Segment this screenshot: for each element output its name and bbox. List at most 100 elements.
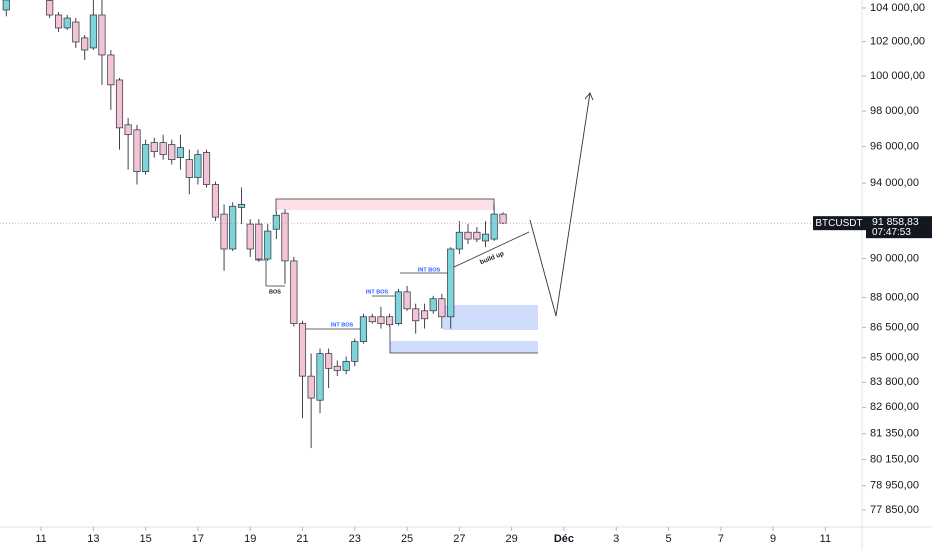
candle-body [55, 14, 63, 29]
annotation: INT BOS [331, 322, 354, 328]
symbol-label: BTCUSDT [815, 218, 862, 229]
candle-body [368, 316, 376, 323]
y-tick-label: 81 350,00 [870, 428, 919, 440]
candle-body [272, 214, 280, 230]
candle-body [238, 204, 246, 208]
bos-line [255, 259, 285, 287]
candle-body [176, 147, 184, 158]
candle-body [386, 316, 394, 326]
candle-body [499, 213, 507, 224]
x-tick-label: 3 [613, 533, 619, 545]
candle-body [438, 298, 446, 318]
candle-body [298, 323, 307, 377]
candle-body [421, 310, 429, 320]
candle-body [133, 129, 141, 172]
candle-body [281, 212, 289, 262]
candle-body [124, 124, 132, 136]
candle-body [229, 205, 237, 250]
projection-arrow [529, 92, 591, 317]
x-tick-label: 17 [192, 533, 204, 545]
annotation: INT BOS [366, 289, 389, 295]
x-tick-label: 19 [244, 533, 256, 545]
candle-body [115, 79, 124, 129]
y-tick-label: 96 000,00 [870, 141, 919, 153]
candle-body [168, 144, 176, 160]
candle-body [455, 231, 463, 250]
arrow-head [584, 92, 594, 101]
y-tick-label: 77 850,00 [870, 504, 919, 516]
candle-body [246, 223, 254, 250]
candle-body [447, 248, 455, 318]
y-tick-label: 104 000,00 [870, 2, 925, 14]
candle-body [46, 0, 54, 16]
x-tick-label: Déc [554, 533, 574, 545]
price-box [866, 216, 932, 239]
y-tick-label: 85 000,00 [870, 352, 919, 364]
x-tick-label: 7 [718, 533, 724, 545]
candle-body [159, 142, 167, 155]
candle-body [142, 144, 150, 172]
candle-body [89, 14, 97, 49]
candle-body [81, 37, 89, 51]
y-tick-label: 78 950,00 [870, 480, 919, 492]
candle-body [98, 14, 106, 56]
candle-body [185, 159, 193, 178]
last-price-label: 91 858,83 [872, 216, 919, 228]
x-tick-label: 25 [401, 533, 413, 545]
candle-body [377, 316, 385, 324]
candle-body [290, 260, 298, 324]
annotation: BOS [269, 289, 281, 295]
candle-body [211, 184, 219, 218]
candle-body [481, 233, 490, 242]
candle-body [72, 21, 80, 43]
candle-body [307, 375, 315, 399]
supply-zone [276, 199, 494, 210]
x-tick-label: 29 [506, 533, 518, 545]
candle-body [107, 54, 115, 86]
demand-zone [443, 305, 538, 330]
x-tick-label: 11 [820, 533, 831, 545]
y-tick-label: 80 150,00 [870, 453, 919, 465]
y-tick-label: 82 600,00 [870, 401, 919, 413]
candle-body [351, 341, 359, 362]
candle-body [412, 308, 420, 322]
candle-body [255, 223, 263, 260]
y-tick-label: 86 500,00 [870, 321, 919, 333]
countdown-label: 07:47:53 [872, 227, 911, 238]
candles [2, 0, 507, 449]
x-tick-label: 5 [665, 533, 671, 545]
y-tick-label: 90 000,00 [870, 253, 919, 265]
y-tick-label: 88 000,00 [870, 291, 919, 303]
x-tick-label: 23 [349, 533, 361, 545]
y-tick-label: 94 000,00 [870, 177, 919, 189]
x-tick-label: 9 [770, 533, 776, 545]
trend-line [451, 231, 530, 269]
y-tick-label: 102 000,00 [870, 36, 925, 48]
candle-body [473, 231, 481, 240]
x-tick-label: 11 [35, 533, 46, 545]
candle-body [403, 291, 411, 310]
candle-body [150, 142, 158, 152]
candle-body [264, 230, 272, 260]
candle-body [63, 17, 71, 29]
x-tick-label: 27 [453, 533, 465, 545]
candle-body [464, 231, 472, 240]
candle-body [325, 353, 333, 369]
x-tick-label: 13 [87, 533, 99, 545]
candle-body [490, 213, 498, 240]
symbol-box [813, 216, 866, 231]
candle-body [359, 316, 367, 342]
demand-zone [390, 341, 538, 353]
x-tick-label: 21 [296, 533, 308, 545]
annotation: INT BOS [418, 267, 441, 273]
candle-body [220, 213, 228, 250]
candle-body [429, 298, 437, 312]
candle-body [316, 353, 324, 401]
candle-body [194, 154, 202, 178]
x-tick-label: 15 [140, 533, 152, 545]
y-tick-label: 98 000,00 [870, 105, 919, 117]
candle-body [394, 291, 402, 324]
candle-body [333, 365, 341, 371]
y-tick-label: 83 800,00 [870, 376, 919, 388]
